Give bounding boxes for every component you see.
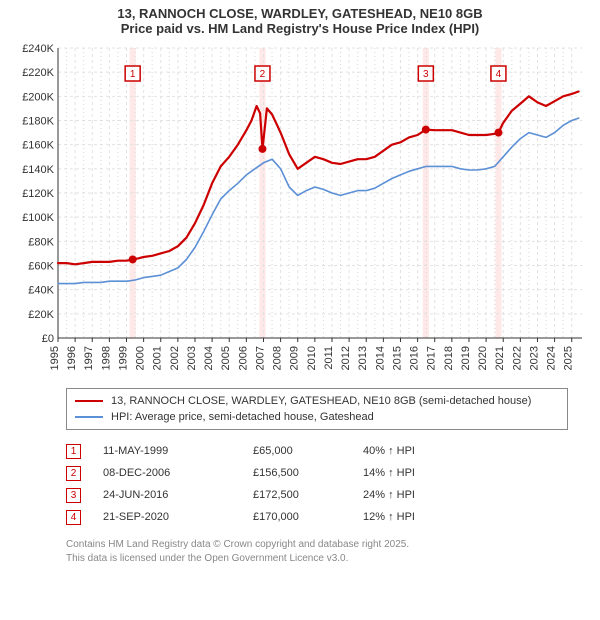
sale-date: 24-JUN-2016 bbox=[103, 489, 253, 501]
table-row: 4 21-SEP-2020 £170,000 12% ↑ HPI bbox=[66, 506, 568, 528]
svg-text:2023: 2023 bbox=[528, 346, 540, 370]
svg-text:2004: 2004 bbox=[203, 346, 215, 370]
svg-text:£60K: £60K bbox=[28, 261, 54, 273]
svg-text:£80K: £80K bbox=[28, 236, 54, 248]
title-address: 13, RANNOCH CLOSE, WARDLEY, GATESHEAD, N… bbox=[10, 6, 590, 21]
sale-price: £172,500 bbox=[253, 489, 363, 501]
svg-text:2003: 2003 bbox=[186, 346, 198, 370]
svg-text:2001: 2001 bbox=[152, 346, 164, 370]
svg-text:1: 1 bbox=[130, 69, 136, 80]
svg-text:2002: 2002 bbox=[169, 346, 181, 370]
legend-label-hpi: HPI: Average price, semi-detached house,… bbox=[111, 411, 374, 423]
svg-text:£160K: £160K bbox=[22, 140, 54, 152]
table-row: 2 08-DEC-2006 £156,500 14% ↑ HPI bbox=[66, 462, 568, 484]
svg-text:1995: 1995 bbox=[49, 346, 61, 370]
svg-text:£100K: £100K bbox=[22, 212, 54, 224]
sale-change: 14% ↑ HPI bbox=[363, 467, 473, 479]
sale-marker-4: 4 bbox=[66, 510, 81, 525]
svg-text:2020: 2020 bbox=[477, 346, 489, 370]
svg-text:2010: 2010 bbox=[306, 346, 318, 370]
legend-swatch-hpi bbox=[75, 416, 103, 418]
svg-text:£120K: £120K bbox=[22, 188, 54, 200]
svg-text:£0: £0 bbox=[42, 333, 54, 345]
svg-text:1996: 1996 bbox=[66, 346, 78, 370]
svg-text:2015: 2015 bbox=[391, 346, 403, 370]
footer-attribution: Contains HM Land Registry data © Crown c… bbox=[66, 538, 568, 565]
legend-row-property: 13, RANNOCH CLOSE, WARDLEY, GATESHEAD, N… bbox=[75, 393, 559, 409]
sale-price: £65,000 bbox=[253, 445, 363, 457]
svg-text:£20K: £20K bbox=[28, 309, 54, 321]
svg-text:3: 3 bbox=[423, 69, 429, 80]
svg-text:£220K: £220K bbox=[22, 67, 54, 79]
sale-date: 08-DEC-2006 bbox=[103, 467, 253, 479]
svg-text:2000: 2000 bbox=[135, 346, 147, 370]
sale-change: 12% ↑ HPI bbox=[363, 511, 473, 523]
svg-text:1998: 1998 bbox=[100, 346, 112, 370]
sale-marker-1: 1 bbox=[66, 444, 81, 459]
svg-text:2016: 2016 bbox=[409, 346, 421, 370]
sales-table: 1 11-MAY-1999 £65,000 40% ↑ HPI 2 08-DEC… bbox=[66, 440, 568, 528]
svg-text:2025: 2025 bbox=[563, 346, 575, 370]
svg-text:£200K: £200K bbox=[22, 91, 54, 103]
legend-swatch-property bbox=[75, 400, 103, 403]
svg-text:2018: 2018 bbox=[443, 346, 455, 370]
sale-change: 24% ↑ HPI bbox=[363, 489, 473, 501]
svg-text:4: 4 bbox=[496, 69, 502, 80]
chart-svg: £0 £20K £40K £60K £80K £100K £120K £140K £160K £1… bbox=[10, 40, 590, 380]
svg-text:1999: 1999 bbox=[117, 346, 129, 370]
svg-text:2005: 2005 bbox=[220, 346, 232, 370]
svg-text:2012: 2012 bbox=[340, 346, 352, 370]
sale-price: £156,500 bbox=[253, 467, 363, 479]
svg-text:2009: 2009 bbox=[289, 346, 301, 370]
svg-text:2017: 2017 bbox=[426, 346, 438, 370]
sale-date: 21-SEP-2020 bbox=[103, 511, 253, 523]
title-subtitle: Price paid vs. HM Land Registry's House … bbox=[10, 21, 590, 36]
svg-text:2022: 2022 bbox=[511, 346, 523, 370]
svg-text:2019: 2019 bbox=[460, 346, 472, 370]
svg-text:£40K: £40K bbox=[28, 285, 54, 297]
svg-text:2014: 2014 bbox=[374, 346, 386, 370]
sale-change: 40% ↑ HPI bbox=[363, 445, 473, 457]
legend-row-hpi: HPI: Average price, semi-detached house,… bbox=[75, 409, 559, 425]
svg-text:2021: 2021 bbox=[494, 346, 506, 370]
table-row: 1 11-MAY-1999 £65,000 40% ↑ HPI bbox=[66, 440, 568, 462]
svg-text:£180K: £180K bbox=[22, 116, 54, 128]
sale-date: 11-MAY-1999 bbox=[103, 445, 253, 457]
sale-marker-3: 3 bbox=[66, 488, 81, 503]
svg-text:£140K: £140K bbox=[22, 164, 54, 176]
chart-area: £0 £20K £40K £60K £80K £100K £120K £140K £160K £1… bbox=[10, 40, 590, 380]
sale-price: £170,000 bbox=[253, 511, 363, 523]
svg-text:2: 2 bbox=[260, 69, 266, 80]
svg-text:2008: 2008 bbox=[272, 346, 284, 370]
legend-label-property: 13, RANNOCH CLOSE, WARDLEY, GATESHEAD, N… bbox=[111, 395, 531, 407]
svg-text:£240K: £240K bbox=[22, 43, 54, 55]
chart-title-block: 13, RANNOCH CLOSE, WARDLEY, GATESHEAD, N… bbox=[10, 6, 590, 36]
legend: 13, RANNOCH CLOSE, WARDLEY, GATESHEAD, N… bbox=[66, 388, 568, 430]
table-row: 3 24-JUN-2016 £172,500 24% ↑ HPI bbox=[66, 484, 568, 506]
svg-text:1997: 1997 bbox=[83, 346, 95, 370]
svg-text:2011: 2011 bbox=[323, 346, 335, 370]
svg-text:2007: 2007 bbox=[254, 346, 266, 370]
sale-marker-2: 2 bbox=[66, 466, 81, 481]
svg-text:2013: 2013 bbox=[357, 346, 369, 370]
svg-text:2006: 2006 bbox=[237, 346, 249, 370]
svg-text:2024: 2024 bbox=[546, 346, 558, 370]
